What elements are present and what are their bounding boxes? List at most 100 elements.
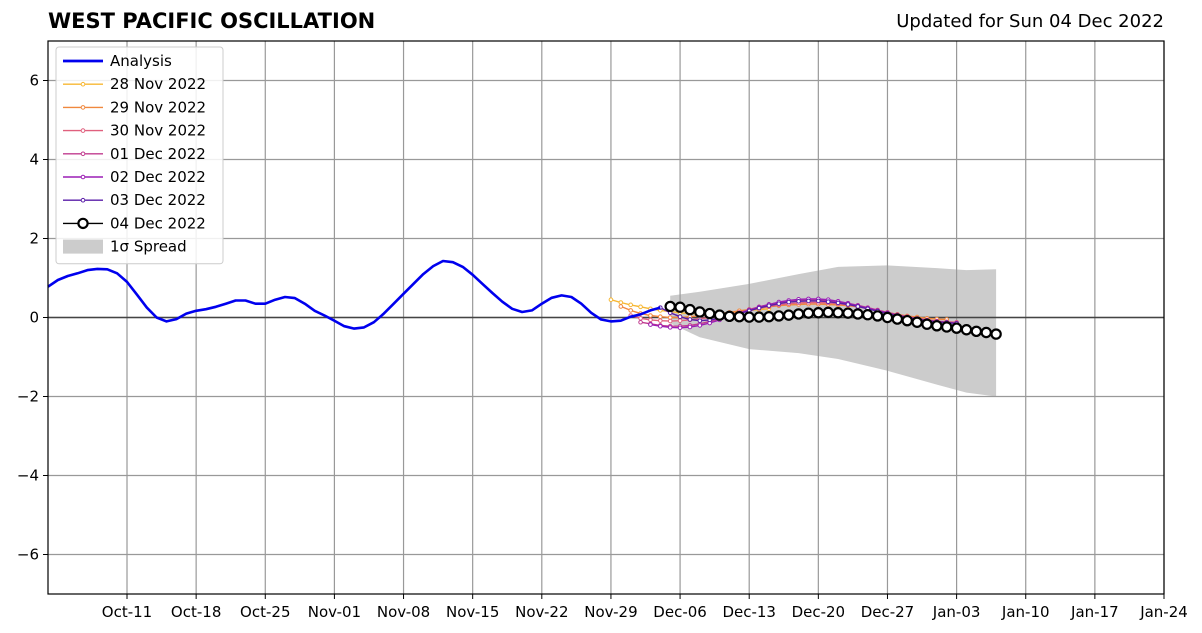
forecast-point: [792, 308, 805, 320]
forecast-point: [901, 314, 913, 327]
forecast-point: [658, 323, 663, 329]
x-tick-label: Dec-13: [722, 603, 776, 621]
forecast-point: [743, 311, 755, 323]
legend-item: 28 Nov 2022: [63, 75, 206, 93]
legend-item: 02 Dec 2022: [63, 168, 206, 186]
legend-item: 01 Dec 2022: [63, 145, 206, 163]
forecast-point: [911, 316, 923, 328]
forecast-point: [786, 299, 792, 305]
series-layer: [47, 259, 1002, 340]
y-tick-label: −2: [17, 388, 39, 406]
x-tick-label: Dec-27: [861, 603, 915, 621]
forecast-point: [638, 319, 643, 325]
forecast-point: [783, 309, 795, 321]
forecast-point: [921, 318, 933, 330]
forecast-point: [723, 310, 736, 323]
forecast-point: [697, 318, 703, 323]
forecast-point: [658, 314, 663, 320]
legend-label: 03 Dec 2022: [110, 191, 206, 209]
forecast-point: [881, 311, 894, 324]
forecast-point: [638, 315, 643, 321]
x-tick-label: Oct-25: [240, 603, 290, 621]
forecast-point: [674, 301, 686, 313]
chart-title: WEST PACIFIC OSCILLATION: [48, 9, 376, 33]
x-tick-label: Dec-20: [792, 603, 846, 621]
legend-label: 30 Nov 2022: [110, 122, 206, 140]
forecast-point: [638, 304, 643, 310]
legend-label: 04 Dec 2022: [110, 214, 206, 232]
forecast-point: [990, 328, 1002, 340]
legend-item: 03 Dec 2022: [63, 191, 206, 209]
x-tick-label: Nov-08: [377, 603, 430, 621]
forecast-point: [667, 325, 673, 330]
forecast-point: [618, 304, 624, 309]
x-tick-label: Jan-24: [1139, 603, 1188, 621]
forecast-point: [687, 317, 693, 322]
forecast-point: [931, 320, 943, 332]
forecast-point: [667, 318, 673, 324]
legend-label: 01 Dec 2022: [110, 145, 206, 163]
legend-swatch: [63, 239, 103, 254]
forecast-point: [618, 300, 624, 305]
forecast-point: [852, 308, 864, 320]
legend-box: [55, 46, 224, 265]
forecast-point: [871, 310, 884, 322]
forecast-point: [677, 314, 683, 320]
forecast-point: [970, 325, 983, 338]
axes-layer: Oct-11 Oct-18 Oct-25 Nov-01 Nov-08 Nov-15 Nov-…: [17, 40, 1188, 621]
forecast-point: [980, 326, 992, 339]
legend: Analysis 28 Nov 2022 29 Nov 2022 30 Nov 202…: [55, 46, 224, 265]
y-tick-label: 2: [29, 230, 39, 248]
legend-item: 30 Nov 2022: [63, 122, 206, 140]
forecast-point: [648, 317, 653, 323]
forecast-point: [941, 321, 953, 333]
legend-marker: [80, 128, 86, 133]
forecast-point: [677, 318, 683, 323]
forecast-point: [855, 304, 861, 309]
legend-marker: [80, 197, 86, 203]
forecast-point: [842, 307, 854, 319]
spread-band: [670, 265, 997, 397]
updated-label: Updated for Sun 04 Dec 2022: [896, 11, 1164, 32]
legend-label: 29 Nov 2022: [110, 98, 206, 116]
y-tick-label: 4: [29, 151, 39, 169]
legend-marker: [80, 105, 86, 110]
forecast-point: [802, 307, 815, 319]
legend-label: 02 Dec 2022: [110, 168, 206, 186]
series-04-dec-2022: [664, 300, 1002, 340]
forecast-point: [703, 307, 716, 320]
legend-label: 1σ Spread: [110, 238, 187, 256]
y-tick-label: −4: [17, 467, 39, 485]
legend-marker: [80, 151, 86, 157]
forecast-point: [658, 318, 663, 323]
forecast-point: [687, 324, 693, 330]
y-tick-label: 6: [29, 72, 39, 90]
forecast-point: [733, 311, 746, 323]
forecast-point: [628, 302, 633, 308]
x-tick-label: Oct-18: [171, 603, 221, 621]
series-analysis: [47, 259, 661, 330]
x-tick-label: Oct-11: [102, 603, 152, 621]
forecast-point: [796, 299, 801, 304]
analysis-line: [47, 259, 661, 330]
forecast-point: [664, 300, 676, 313]
x-tick-label: Jan-10: [1001, 603, 1050, 621]
x-tick-label: Dec-06: [653, 603, 707, 621]
forecast-point: [832, 307, 844, 319]
forecast-point: [950, 322, 963, 334]
x-tick-label: Nov-29: [584, 603, 637, 621]
forecast-point: [648, 313, 653, 318]
x-tick-label: Jan-03: [932, 603, 981, 621]
legend-item: 29 Nov 2022: [63, 98, 206, 116]
x-tick-label: Nov-22: [515, 603, 568, 621]
legend-item: 04 Dec 2022: [63, 214, 206, 232]
forecast-point: [628, 308, 633, 313]
forecast-point: [816, 298, 821, 304]
legend-marker: [77, 217, 89, 230]
legend-item: Analysis: [63, 52, 172, 70]
forecast-point: [756, 305, 762, 311]
forecast-point: [845, 302, 851, 307]
forecast-point: [773, 310, 785, 322]
forecast-point: [862, 309, 874, 321]
